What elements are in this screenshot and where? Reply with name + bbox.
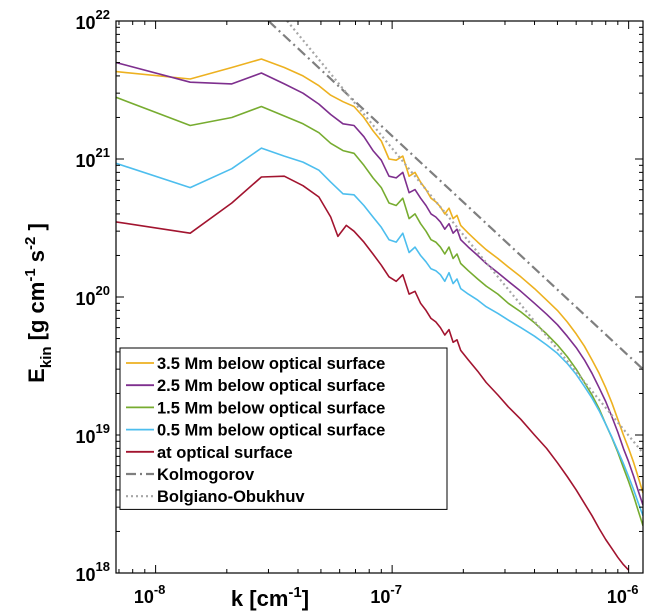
y-tick-label: 1018	[76, 559, 111, 585]
legend-item: Bolgiano-Obukhuv	[126, 488, 305, 506]
legend-item: at optical surface	[126, 444, 293, 462]
legend-items: 3.5 Mm below optical surface 2.5 Mm below…	[126, 355, 385, 506]
y-tick-label-base: 10	[76, 13, 96, 33]
y-tick-label-base: 10	[76, 151, 96, 171]
y-axis-label-sub: kin	[38, 346, 55, 368]
legend-label: 3.5 Mm below optical surface	[157, 355, 385, 373]
y-tick-label: 1020	[76, 283, 111, 309]
y-axis-label-main: E	[24, 368, 49, 383]
series-line-0	[116, 58, 643, 494]
x-tick-label-base: 10	[607, 587, 627, 607]
series-line-3	[116, 147, 643, 516]
series-line-4	[116, 175, 630, 571]
x-tick-label: 10-7	[370, 582, 402, 607]
legend-label: 2.5 Mm below optical surface	[157, 377, 385, 395]
y-axis-label-unit-b: s	[24, 250, 49, 268]
legend-item: Kolmogorov	[126, 466, 255, 484]
y-tick-label: 1022	[76, 7, 111, 33]
y-axis-label-unit-a: [g cm	[24, 282, 49, 347]
series-line-5	[267, 21, 643, 371]
legend: 3.5 Mm below optical surface 2.5 Mm below…	[119, 347, 448, 510]
y-tick-label-exp: 18	[96, 559, 110, 574]
y-tick-label-exp: 21	[96, 145, 110, 160]
x-tick-label-exp: -6	[627, 582, 639, 597]
x-axis-label-end: ]	[302, 586, 309, 611]
y-axis-label-end: ]	[24, 223, 49, 236]
legend-label: Kolmogorov	[157, 466, 255, 484]
x-tick-label-base: 10	[134, 587, 154, 607]
y-tick-label-base: 10	[76, 565, 96, 585]
y-tick-label-exp: 22	[96, 7, 110, 22]
x-tick-label-exp: -8	[154, 582, 166, 597]
legend-item: 1.5 Mm below optical surface	[126, 399, 385, 417]
series-line-1	[116, 61, 643, 506]
series-line-2	[116, 96, 643, 526]
y-tick-label: 1021	[76, 145, 111, 171]
x-axis-label-sup: -1	[288, 584, 301, 601]
legend-label: 0.5 Mm below optical surface	[157, 422, 385, 440]
x-tick-label: 10-6	[607, 582, 639, 607]
legend-label: 1.5 Mm below optical surface	[157, 399, 385, 417]
legend-item: 2.5 Mm below optical surface	[126, 377, 385, 395]
y-axis-label: Ekin [g cm-1 s-2 ]	[22, 223, 55, 383]
y-tick-label-base: 10	[76, 427, 96, 447]
ticks	[116, 20, 643, 574]
y-axis-label-sup-a: -1	[22, 268, 39, 281]
legend-item: 0.5 Mm below optical surface	[126, 422, 385, 440]
series-line-6	[286, 21, 643, 454]
y-tick-label-exp: 19	[96, 421, 110, 436]
x-tick-label: 10-8	[134, 582, 166, 607]
legend-box	[119, 347, 448, 510]
plot-lines	[116, 21, 643, 571]
x-axis-label: k [cm-1]	[231, 584, 309, 611]
y-axis-label-sup-b: -2	[22, 237, 39, 250]
y-tick-label-exp: 20	[96, 283, 110, 298]
legend-label: at optical surface	[157, 444, 293, 462]
x-tick-label-exp: -7	[390, 582, 402, 597]
legend-label: Bolgiano-Obukhuv	[157, 488, 305, 506]
y-tick-label: 1019	[76, 421, 111, 447]
x-axis-label-main: k [cm	[231, 586, 288, 611]
x-tick-label-base: 10	[370, 587, 390, 607]
y-tick-label-base: 10	[76, 289, 96, 309]
legend-item: 3.5 Mm below optical surface	[126, 355, 385, 373]
